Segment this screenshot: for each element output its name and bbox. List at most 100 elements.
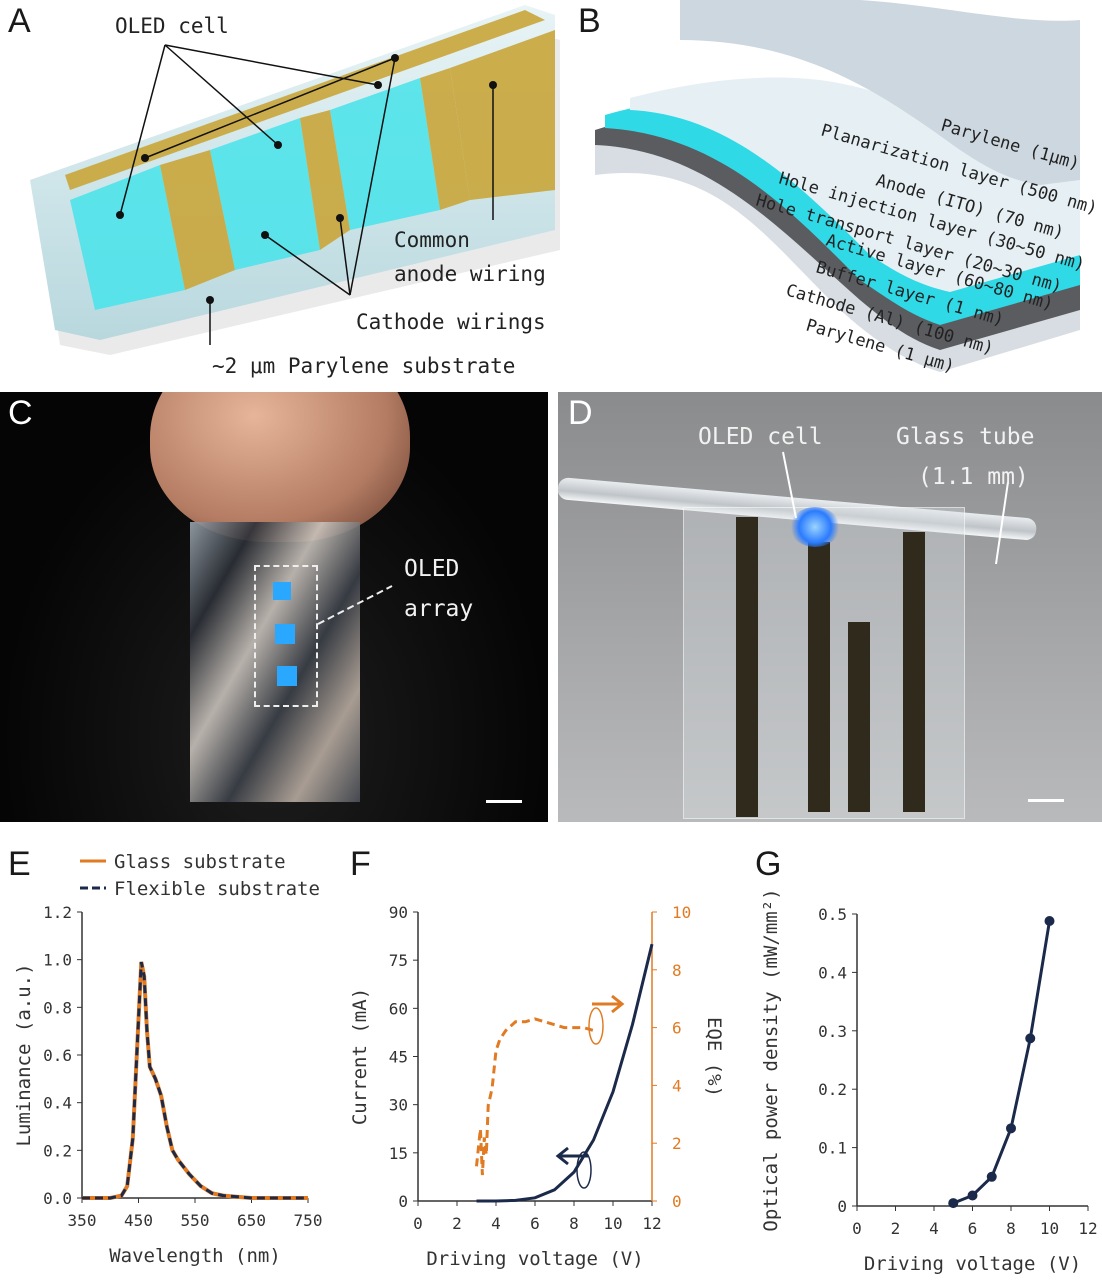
label-common-anode-1: Common [394, 228, 470, 252]
chart-f-current-arrow-icon [555, 1146, 588, 1166]
panel-b-letter: B [578, 2, 601, 40]
chart-e-series-1-line [82, 961, 308, 1200]
label-glass-tube-1: Glass tube [896, 424, 1035, 450]
chart-g-series-0-point [967, 1190, 978, 1201]
chart-f-y2label: EQE (%) [703, 1017, 725, 1097]
chart-f-x-tick-label: 4 [491, 1214, 501, 1233]
chart-f-y-tick-label: 45 [389, 1048, 408, 1067]
chart-g-y-tick-label: 0.4 [818, 963, 847, 982]
chart-g-series-0-point [1025, 1033, 1036, 1044]
chart-f-y2-tick-label: 10 [672, 903, 691, 922]
chart-g-y-tick-label: 0 [837, 1197, 847, 1216]
label-substrate: ~2 μm Parylene substrate [212, 354, 516, 378]
chart-f-xlabel: Driving voltage (V) [426, 1248, 643, 1270]
chart-g-x-tick-label: 10 [1040, 1219, 1059, 1238]
chart-f-ylabel: Current (mA) [349, 988, 371, 1125]
layer-stack-illustration: Parylene (1μm) Planarization layer (500 … [595, 0, 1100, 377]
label-oled-cell: OLED cell [115, 14, 229, 38]
panel-e-letter: E [8, 845, 31, 883]
chart-e-y-tick-label: 0.6 [43, 1046, 72, 1065]
chart-f-x-tick-label: 2 [452, 1214, 462, 1233]
chart-f-y-tick-label: 0 [398, 1192, 408, 1211]
chart-e-y-tick-label: 0.0 [43, 1189, 72, 1208]
panel-c-overlay [317, 585, 522, 803]
film-image [190, 522, 360, 802]
panel-a: A OLED cell [0, 0, 560, 385]
chart-g-series-0-point [948, 1198, 959, 1209]
chart-e-x-tick-label: 350 [68, 1211, 97, 1230]
chart-f-y-tick-label: 30 [389, 1096, 408, 1115]
oled-pixel-3 [277, 666, 297, 686]
panel-d-photo: D OLED cell Glass tube (1.1 mm) [558, 392, 1102, 822]
chart-e-y-tick-label: 0.4 [43, 1094, 72, 1113]
label-cathode-wirings: Cathode wirings [356, 310, 546, 334]
chart-e-y-tick-label: 0.8 [43, 998, 72, 1017]
chart-g-x-tick-label: 4 [929, 1219, 939, 1238]
oled-pixel-1 [273, 582, 291, 600]
chart-e-x-tick-label: 550 [181, 1211, 210, 1230]
chart-f-eqe-arrow-icon [592, 994, 625, 1014]
chart-g-x-tick-label: 2 [891, 1219, 901, 1238]
chart-g-y-tick-label: 0.2 [818, 1080, 847, 1099]
chart-g-series-0-point [1044, 916, 1055, 927]
chart-f-y-tick-label: 60 [389, 999, 408, 1018]
chart-g-x-tick-label: 6 [968, 1219, 978, 1238]
panel-d-letter: D [568, 394, 593, 432]
chart-f-x-tick-label: 0 [413, 1214, 423, 1233]
wire-4 [903, 532, 925, 812]
finger-image [150, 392, 410, 542]
label-oled-array-1: OLED [404, 556, 460, 582]
panel-c-photo: C OLED array [0, 392, 548, 822]
chart-g-series-0-point [1006, 1123, 1016, 1134]
panel-d-overlay [782, 451, 1064, 802]
panel-b: B Parylene (1μm) Planarization layer (50… [560, 0, 1102, 385]
chart-e-legend-label-1: Flexible substrate [114, 878, 320, 900]
label-oled-cell-d: OLED cell [698, 424, 823, 450]
chart-g-y-tick-label: 0.1 [818, 1139, 847, 1158]
chart-g-y-tick-label: 0.3 [818, 1022, 847, 1041]
oled-strip-illustration [30, 5, 560, 355]
chart-g-xlabel: Driving voltage (V) [864, 1253, 1081, 1275]
chart-e-series-0-line [82, 961, 308, 1200]
panel-c-letter: C [8, 394, 33, 432]
chart-f-x-tick-label: 10 [603, 1214, 622, 1233]
label-glass-tube-2: (1.1 mm) [918, 464, 1029, 490]
label-common-anode-2: anode wiring [394, 262, 546, 286]
chart-f-y2-tick-label: 0 [672, 1192, 682, 1211]
chart-f-series-1-line [475, 1017, 594, 1176]
label-oled-array-2: array [404, 596, 474, 622]
chart-e-x-tick-label: 450 [124, 1211, 153, 1230]
chart-g-ylabel: Optical power density (mW/mm²) [760, 888, 782, 1231]
chart-f-y2-tick-label: 2 [672, 1134, 682, 1153]
chart-e-y-tick-label: 1.2 [43, 903, 72, 922]
chart-f-y-tick-label: 75 [389, 951, 408, 970]
oled-pixel-2 [275, 624, 295, 644]
chart-f-series-0-line [476, 943, 654, 1203]
chart-g-series-0-point [986, 1171, 997, 1182]
wire-3 [848, 622, 870, 812]
chart-e-y-tick-label: 0.2 [43, 1141, 72, 1160]
panel-a-letter: A [8, 2, 31, 40]
chart-g-series-0-line [952, 920, 1051, 1205]
chart-f-current-ellipse [576, 1151, 592, 1189]
chart-g-x-tick-label: 8 [1006, 1219, 1016, 1238]
chart-e-x-tick-label: 650 [237, 1211, 266, 1230]
chart-f-x-tick-label: 8 [569, 1214, 579, 1233]
chart-g-x-tick-label: 12 [1078, 1219, 1097, 1238]
chart-e-x-tick-label: 750 [294, 1211, 323, 1230]
chart-f-y2-tick-label: 4 [672, 1076, 682, 1095]
chart-f-y-tick-label: 90 [389, 903, 408, 922]
chart-e-xlabel: Wavelength (nm) [109, 1245, 281, 1267]
chart-e-y-tick-label: 1.0 [43, 951, 72, 970]
panel-g-letter: G [755, 845, 782, 883]
chart-g-y-tick-label: 0.5 [818, 905, 847, 924]
chart-e-legend-label-0: Glass substrate [114, 851, 286, 873]
chart-e-ylabel: Luminance (a.u.) [13, 963, 35, 1146]
chart-f-x-tick-label: 12 [642, 1214, 661, 1233]
chart-f-x-tick-label: 6 [530, 1214, 540, 1233]
chart-f-y2-tick-label: 6 [672, 1019, 682, 1038]
chart-g-x-tick-label: 0 [852, 1219, 862, 1238]
panel-f-letter: F [350, 845, 371, 883]
chart-f-eqe-ellipse [588, 1007, 604, 1045]
chart-f-y2-tick-label: 8 [672, 961, 682, 980]
